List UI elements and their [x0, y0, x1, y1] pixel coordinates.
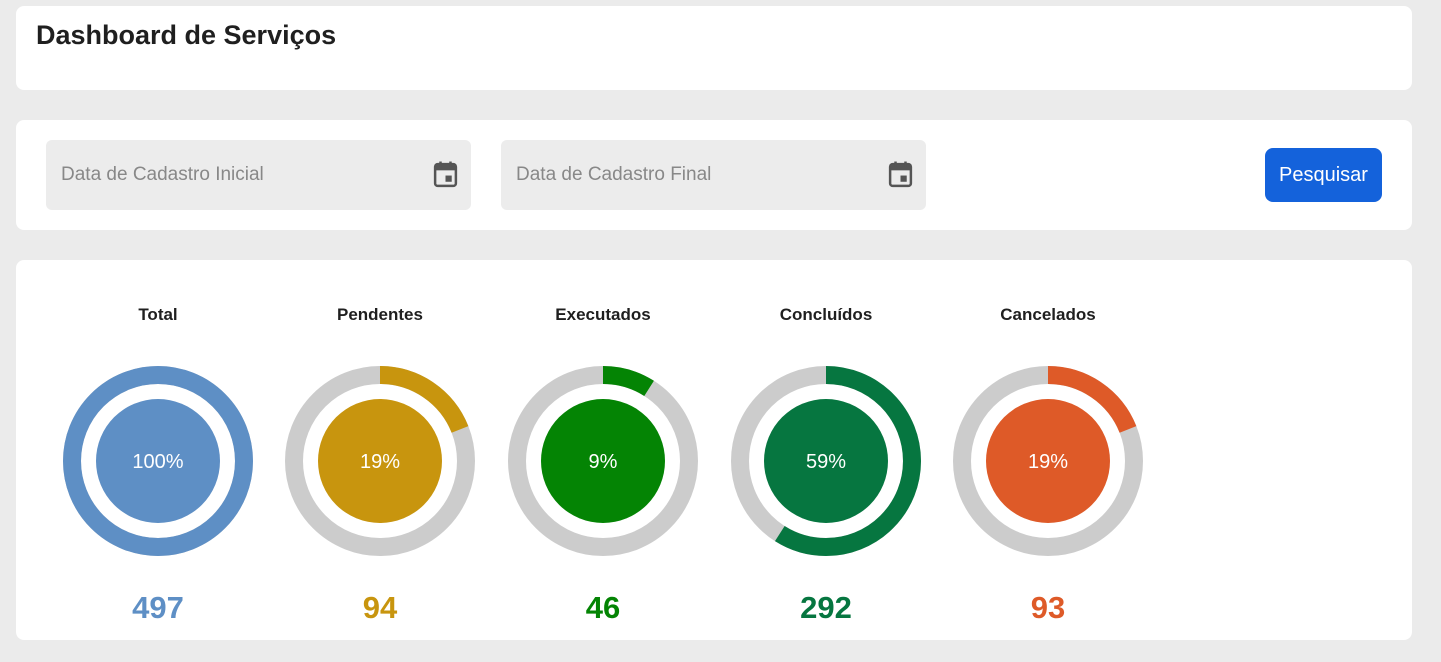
header-card: Dashboard de Serviços — [16, 6, 1412, 90]
calendar-icon[interactable] — [888, 161, 913, 188]
stat-count: 93 — [1030, 590, 1066, 625]
donut-percent-label: 100% — [132, 451, 183, 473]
start-date-field[interactable]: Data de Cadastro Inicial — [46, 140, 471, 210]
donut-chart-executados: 9% — [508, 366, 698, 556]
end-date-field[interactable]: Data de Cadastro Final — [501, 140, 926, 210]
donut-progress-arc — [953, 366, 1143, 556]
donut-center-disc — [318, 399, 442, 523]
donut-progress-arc — [63, 366, 253, 556]
search-button[interactable]: Pesquisar — [1265, 148, 1382, 202]
donut-percent-label: 19% — [360, 451, 400, 473]
donut-progress-arc — [731, 366, 921, 556]
donut-center-disc — [986, 399, 1110, 523]
page-title: Dashboard de Serviços — [36, 20, 337, 50]
stat-count: 292 — [800, 590, 852, 625]
donut-percent-label: 19% — [1028, 451, 1068, 473]
stat-executados: Executados 9% 46 — [503, 300, 703, 630]
donut-chart-pendentes: 19% — [285, 366, 475, 556]
stat-title: Total — [138, 305, 178, 324]
stat-title: Concluídos — [779, 305, 873, 324]
donut-chart-cancelados: 19% — [953, 366, 1143, 556]
donut-center-disc — [764, 399, 888, 523]
start-date-placeholder: Data de Cadastro Inicial — [61, 164, 264, 185]
donut-percent-label: 9% — [589, 451, 618, 473]
donut-center-disc — [541, 399, 665, 523]
donut-chart-total: 100% — [63, 366, 253, 556]
donut-percent-label: 59% — [806, 451, 846, 473]
stat-count: 46 — [585, 590, 621, 625]
stat-concluidos: Concluídos 59% 292 — [726, 300, 926, 630]
end-date-placeholder: Data de Cadastro Final — [516, 164, 712, 185]
donut-chart-concluidos: 59% — [731, 366, 921, 556]
stat-title: Executados — [555, 305, 651, 324]
donut-progress-arc — [285, 366, 475, 556]
stat-count: 497 — [132, 590, 184, 625]
donut-center-disc — [96, 399, 220, 523]
calendar-icon[interactable] — [433, 161, 458, 188]
stat-pendentes: Pendentes 19% 94 — [280, 300, 480, 630]
stat-total: Total 100% 497 — [58, 300, 258, 630]
stat-title: Pendentes — [337, 305, 423, 324]
stats-card: Total 100% 497 Pendentes 19% 94 Executad… — [16, 260, 1412, 640]
stat-count: 94 — [362, 590, 398, 625]
donut-progress-arc — [508, 366, 698, 556]
stat-cancelados: Cancelados 19% 93 — [948, 300, 1148, 630]
stat-title: Cancelados — [1000, 305, 1096, 324]
filter-card: Data de Cadastro Inicial Data de Cadastr… — [16, 120, 1412, 230]
